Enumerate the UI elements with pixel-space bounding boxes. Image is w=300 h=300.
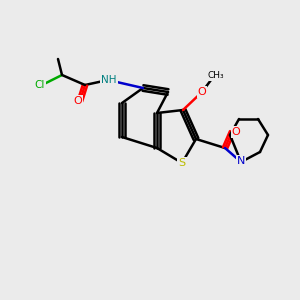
Text: O: O xyxy=(232,127,240,137)
Text: O: O xyxy=(74,96,82,106)
Text: Cl: Cl xyxy=(35,80,45,90)
Text: CH₃: CH₃ xyxy=(208,71,224,80)
Text: NH: NH xyxy=(101,75,117,85)
Text: S: S xyxy=(178,158,186,168)
Text: N: N xyxy=(237,156,245,166)
Text: O: O xyxy=(198,87,206,97)
